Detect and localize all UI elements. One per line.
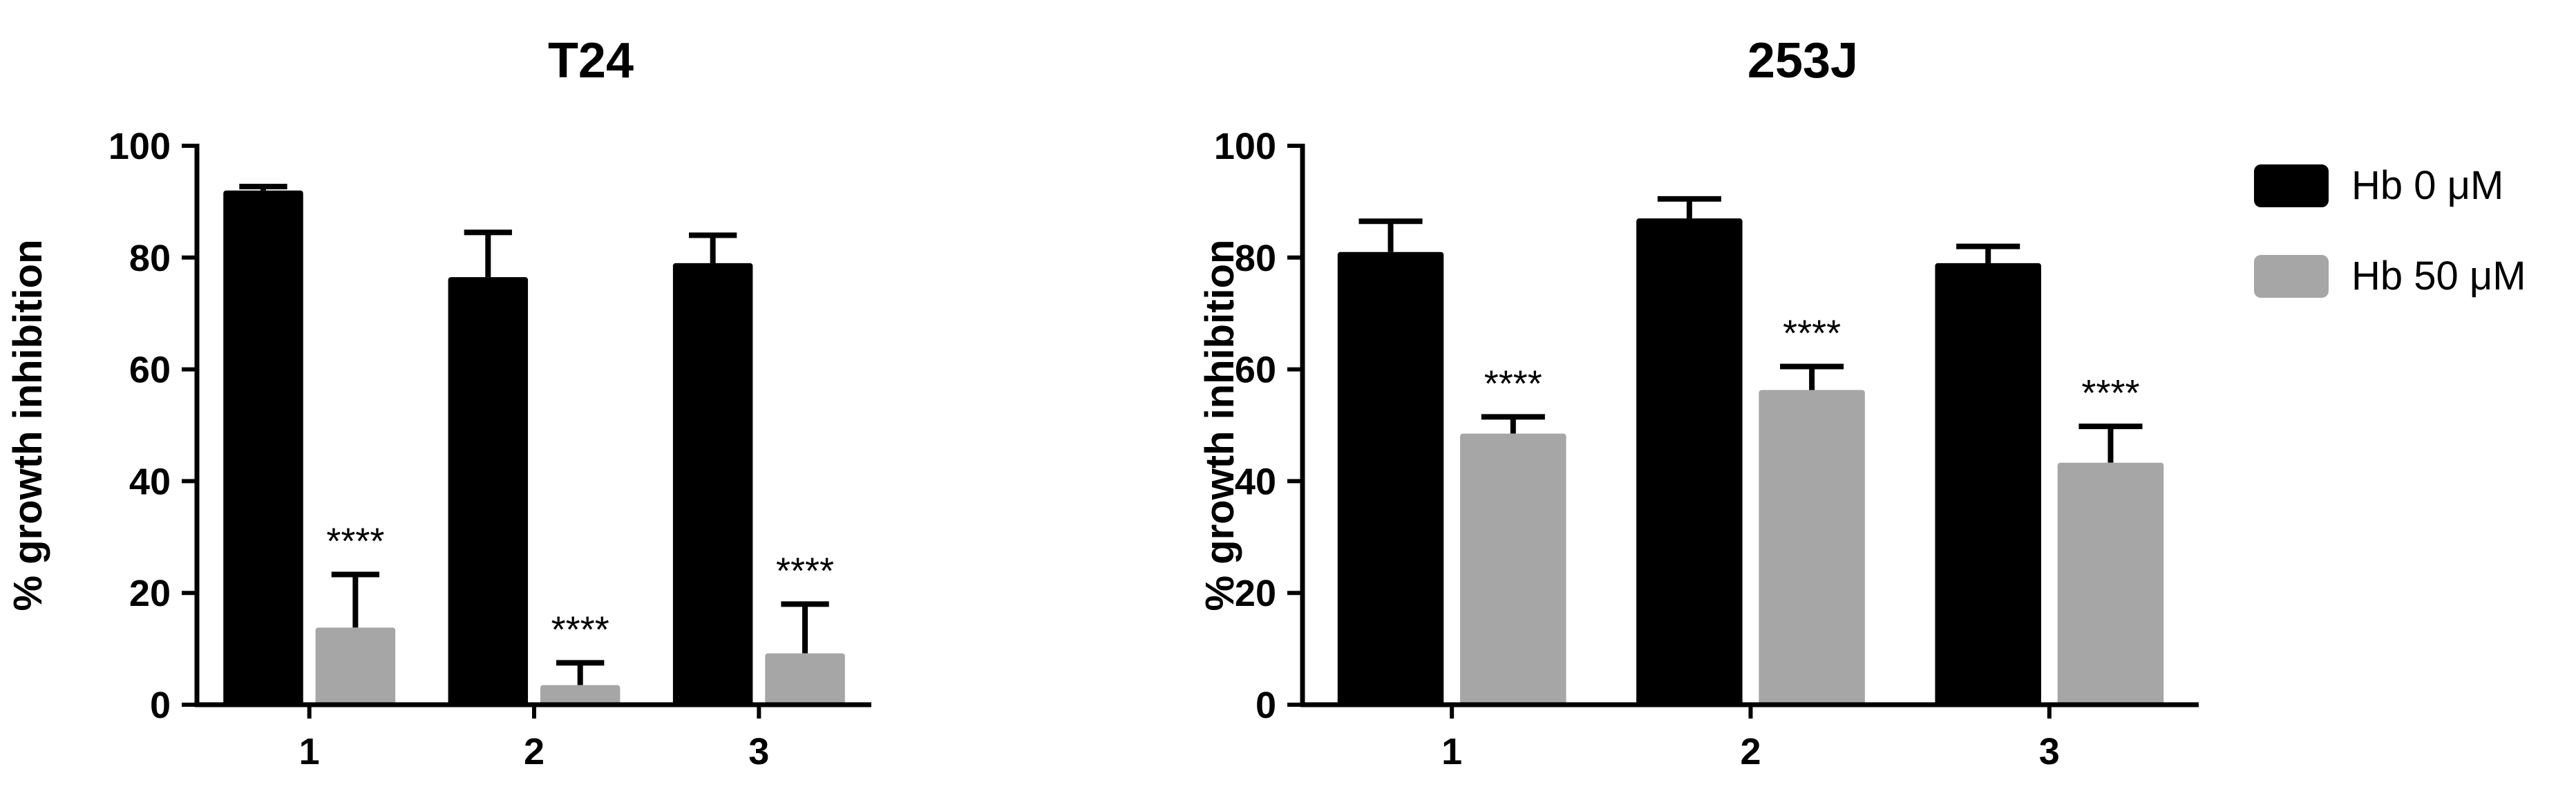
bar-hb0-cat2 [448, 277, 529, 705]
bar-hb50-cat3 [2057, 462, 2164, 705]
y-tick-label: 100 [1214, 126, 1276, 167]
legend-swatch-hb50 [2254, 255, 2329, 298]
chart-title: 253J [1748, 33, 1858, 88]
x-tick-label: 2 [524, 731, 544, 772]
y-tick-label: 20 [129, 573, 171, 614]
significance-annotation: **** [551, 609, 609, 650]
significance-annotation: **** [2081, 372, 2139, 414]
x-tick-label: 3 [2039, 731, 2060, 772]
y-tick-label: 0 [150, 685, 171, 726]
chart-253j: 253J % growth inhibition 0 20 40 60 80 100 **** 1… [1197, 33, 2199, 772]
y-tick-label: 80 [129, 238, 171, 279]
legend-swatch-hb0 [2254, 164, 2329, 207]
bar-hb0-cat3 [672, 263, 753, 705]
legend: Hb 0 μM Hb 50 μM [2254, 163, 2526, 298]
bar-hb50-cat3 [765, 653, 845, 705]
bar-hb0-cat1 [1337, 251, 1444, 705]
significance-annotation: **** [1783, 313, 1841, 354]
y-tick-label: 40 [1235, 461, 1276, 502]
bar-hb0-cat1 [223, 190, 303, 705]
bar-hb50-cat2 [1759, 390, 1865, 705]
x-tick-label: 3 [748, 731, 769, 772]
y-tick-label: 80 [1235, 238, 1276, 279]
bar-hb0-cat2 [1636, 218, 1743, 705]
legend-label: Hb 50 μM [2351, 254, 2526, 298]
bar-hb50-cat1 [1460, 433, 1566, 705]
x-tick-label: 2 [1740, 731, 1761, 772]
significance-annotation: **** [776, 550, 834, 591]
significance-annotation: **** [1484, 363, 1542, 404]
legend-label: Hb 0 μM [2351, 163, 2503, 208]
chart-t24: T24 % growth inhibition 0 20 40 60 80 100 **** 1 *… [6, 33, 871, 772]
y-tick-label: 0 [1256, 685, 1276, 726]
x-tick-label: 1 [1441, 731, 1462, 772]
y-tick-label: 40 [129, 461, 171, 502]
bar-hb50-cat1 [315, 627, 396, 705]
significance-annotation: **** [326, 521, 384, 562]
y-tick-label: 60 [1235, 350, 1276, 391]
x-tick-label: 1 [299, 731, 320, 772]
y-axis-label: % growth inhibition [6, 239, 50, 611]
y-axis-label: % growth inhibition [1197, 239, 1242, 611]
y-tick-label: 20 [1235, 573, 1276, 614]
y-tick-label: 100 [108, 126, 171, 167]
bar-hb0-cat3 [1935, 263, 2041, 705]
chart-title: T24 [548, 33, 634, 88]
y-tick-label: 60 [129, 350, 171, 391]
bar-hb50-cat2 [540, 685, 621, 705]
